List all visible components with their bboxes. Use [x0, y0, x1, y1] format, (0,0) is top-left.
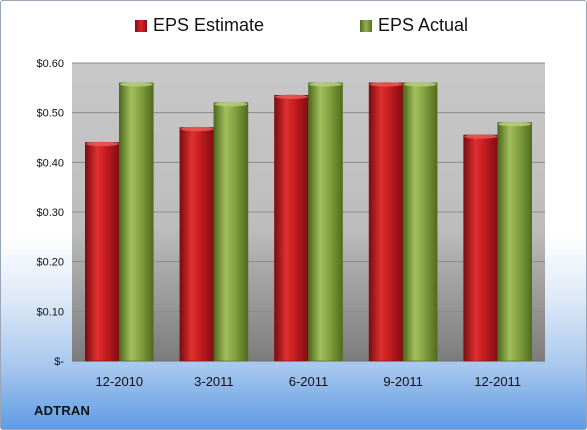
y-tick-label: $0.10 — [36, 306, 64, 318]
bar-eps-actual — [213, 102, 249, 362]
x-tick-label: 12-2011 — [474, 374, 521, 389]
company-label: ADTRAN — [34, 403, 91, 418]
bar-eps-estimate — [274, 94, 309, 362]
y-axis: $0.60 $0.50 $0.40 $0.30 $0.20 $0.10 $- — [36, 58, 64, 368]
legend-swatch-actual — [360, 19, 372, 32]
legend: EPS Estimate EPS Actual — [1, 15, 586, 41]
y-tick-label: $0.50 — [36, 108, 64, 120]
y-tick-label: $- — [54, 356, 64, 368]
y-tick-label: $0.30 — [36, 207, 64, 219]
x-tick-label: 3-2011 — [194, 374, 234, 389]
bar-eps-actual — [308, 82, 343, 362]
eps-bar-chart: $0.60 $0.50 $0.40 $0.30 $0.20 $0.10 $- 12-2010… — [36, 58, 545, 389]
legend-item-actual: EPS Actual — [360, 15, 468, 36]
y-tick-label: $0.60 — [36, 58, 64, 70]
x-tick-label: 9-2011 — [383, 374, 423, 389]
bars — [85, 82, 533, 362]
bar-eps-estimate — [85, 141, 120, 362]
bar-eps-actual — [497, 121, 533, 362]
legend-label-actual: EPS Actual — [378, 15, 469, 35]
legend-swatch-estimate — [135, 19, 147, 32]
bar-eps-actual — [119, 82, 154, 362]
bar-eps-actual — [402, 82, 438, 362]
y-tick-label: $0.20 — [36, 257, 64, 269]
bar-eps-estimate — [179, 126, 215, 362]
bar-eps-estimate — [368, 82, 404, 362]
y-tick-label: $0.40 — [36, 157, 64, 169]
x-tick-label: 12-2010 — [95, 374, 143, 389]
bar-eps-estimate — [463, 134, 499, 362]
x-axis: 12-2010 3-2011 6-2011 9-2011 12-2011 — [95, 374, 521, 389]
x-tick-label: 6-2011 — [289, 374, 329, 389]
legend-label-estimate: EPS Estimate — [153, 15, 265, 35]
legend-item-estimate: EPS Estimate — [135, 15, 264, 36]
